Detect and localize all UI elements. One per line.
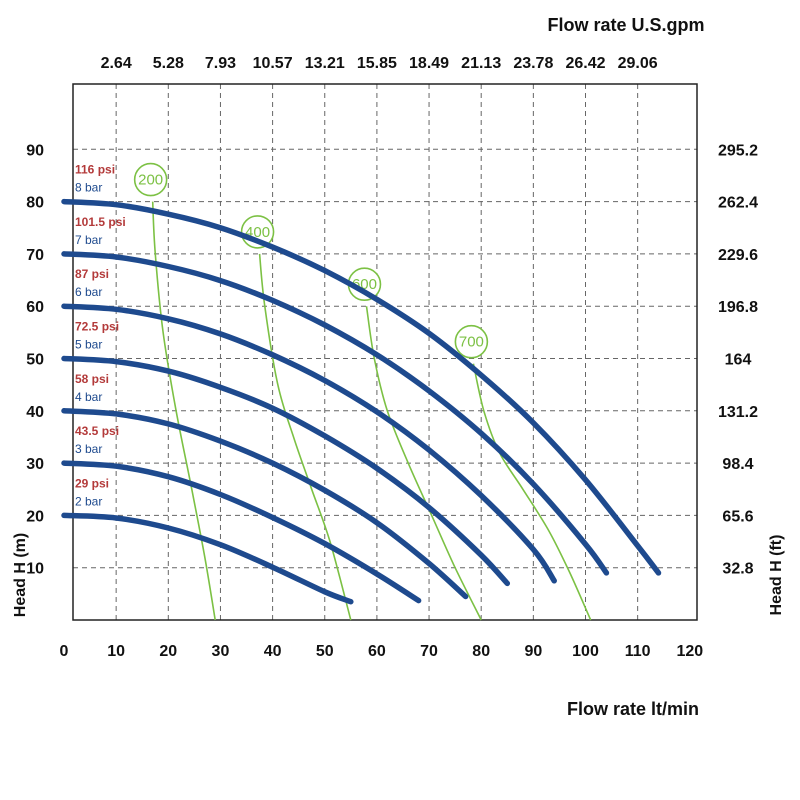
bar-label: 4 bar: [75, 390, 102, 404]
pressure-curve-4-bar: [61, 408, 469, 600]
x-tick-label: 0: [60, 643, 69, 660]
pressure-curve-6-bar: [61, 303, 557, 584]
right-axis-title: Head H (ft): [768, 535, 785, 616]
y-tick-label-left: 80: [26, 195, 44, 212]
top-axis-title: Flow rate U.S.gpm: [547, 15, 704, 35]
x-tick-label: 40: [264, 643, 282, 660]
psi-label: 29 psi: [75, 476, 109, 490]
y-tick-label-right: 32.8: [722, 561, 753, 578]
x-tick-label: 100: [572, 643, 599, 660]
y-tick-label-left: 50: [26, 352, 44, 369]
x-tick-label: 80: [472, 643, 490, 660]
y-tick-label-left: 90: [26, 142, 44, 159]
x-tick-label: 60: [368, 643, 386, 660]
y-tick-label-left: 10: [26, 561, 44, 578]
y-tick-label-left: 70: [26, 247, 44, 264]
x-tick-label: 20: [159, 643, 177, 660]
y-tick-label-right: 131.2: [718, 404, 758, 421]
bar-label: 2 bar: [75, 494, 102, 508]
x-tick-label-top: 23.78: [513, 55, 553, 72]
rpm-curve-200: [151, 201, 216, 621]
rpm-curve-700: [472, 363, 592, 621]
pressure-curve-5-bar: [61, 355, 511, 587]
y-tick-label-right: 196.8: [718, 299, 758, 316]
x-tick-label-top: 26.42: [565, 55, 605, 72]
y-tick-label-left: 20: [26, 508, 44, 525]
x-tick-label-top: 13.21: [305, 55, 345, 72]
bar-label: 6 bar: [75, 285, 102, 299]
x-tick-label-top: 2.64: [101, 55, 132, 72]
bar-label: 8 bar: [75, 181, 102, 195]
y-tick-label-left: 60: [26, 299, 44, 316]
psi-label: 58 psi: [75, 372, 109, 386]
psi-label: 116 psi: [75, 163, 115, 177]
psi-label: 101.5 psi: [75, 215, 126, 229]
y-tick-label-left: 40: [26, 404, 44, 421]
psi-label: 72.5 psi: [75, 320, 119, 334]
x-tick-label: 50: [316, 643, 334, 660]
y-tick-label-right: 295.2: [718, 142, 758, 159]
x-tick-label-top: 18.49: [409, 55, 449, 72]
x-tick-label: 110: [625, 643, 651, 660]
bar-label: 3 bar: [75, 442, 102, 456]
x-tick-label-top: 5.28: [153, 55, 184, 72]
y-tick-label-right: 65.6: [722, 508, 753, 525]
x-tick-label: 10: [107, 643, 125, 660]
rpm-label-circle: [133, 162, 168, 197]
rpm-label-circle: [454, 324, 489, 359]
x-tick-label-top: 29.06: [618, 55, 658, 72]
bar-label: 7 bar: [75, 233, 102, 247]
y-tick-label-right: 229.6: [718, 247, 758, 264]
x-tick-label: 90: [524, 643, 542, 660]
y-tick-label-right: 98.4: [722, 456, 753, 473]
pressure-labels: 29 psi 2 bar 43.5 psi 3 bar 58 psi 4 bar 72.5 …: [75, 163, 126, 509]
x-tick-label-top: 15.85: [357, 55, 397, 72]
plot-frame: [72, 83, 698, 621]
axis-ticks: 0 10 20 30 40 50 60 70 80 90 100 110 120 10 20 30 40 50 60…: [26, 55, 758, 660]
x-tick-label-top: 10.57: [253, 55, 293, 72]
x-tick-label-top: 21.13: [461, 55, 501, 72]
y-tick-label-right: 164: [725, 352, 752, 369]
pressure-curve-7-bar: [61, 251, 610, 576]
rpm-curve-600: [365, 306, 482, 621]
bottom-axis-title: Flow rate lt/min: [567, 699, 699, 719]
x-tick-label-top: 7.93: [205, 55, 236, 72]
rpm-label: 700: [459, 334, 484, 351]
y-tick-label-right: 262.4: [718, 195, 758, 212]
rpm-label: 200: [138, 172, 163, 189]
psi-label: 43.5 psi: [75, 424, 119, 438]
left-axis-title: Head H (m): [12, 533, 29, 617]
pressure-curves: [61, 198, 662, 605]
pressure-curve-8-bar: [61, 198, 662, 576]
x-tick-label: 120: [676, 643, 703, 660]
bar-label: 5 bar: [75, 338, 102, 352]
pressure-curve-2-bar: [61, 512, 354, 605]
pressure-curve-3-bar: [61, 460, 422, 604]
grid-lines: [73, 84, 697, 620]
x-tick-label: 70: [420, 643, 438, 660]
x-tick-label: 30: [212, 643, 230, 660]
psi-label: 87 psi: [75, 267, 109, 281]
y-tick-label-left: 30: [26, 456, 44, 473]
